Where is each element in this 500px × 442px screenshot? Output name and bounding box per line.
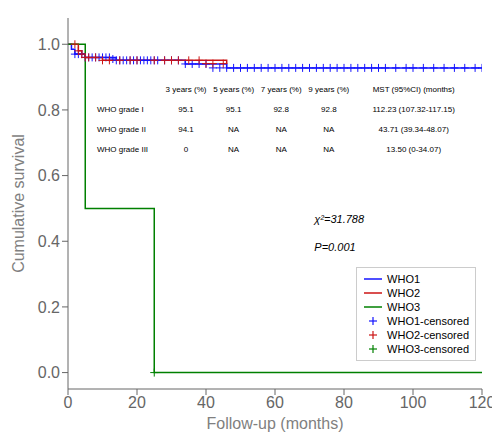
html-text:43.71 (39.34-48.07): 43.71 (39.34-48.07)	[378, 124, 449, 134]
html-text:NA: NA	[323, 124, 335, 134]
html-text:7 years (%): 7 years (%)	[260, 84, 302, 94]
html-text:3 years (%): 3 years (%)	[165, 84, 207, 94]
html-text:WHO grade III: WHO grade III	[97, 144, 149, 154]
html-text:0: 0	[183, 144, 189, 154]
html-text:13.50 (0-34.07): 13.50 (0-34.07)	[386, 144, 441, 154]
svg-text:60: 60	[266, 394, 284, 411]
html-text:WHO1-censored: WHO1-censored	[387, 315, 469, 328]
html-text:MST (95%CI) (months): MST (95%CI) (months)	[372, 84, 455, 94]
svg-text:1.0: 1.0	[38, 36, 60, 53]
html-text:WHO2-censored: WHO2-censored	[387, 329, 469, 342]
html-text:P=0.001: P=0.001	[314, 240, 356, 253]
svg-text:0.4: 0.4	[38, 233, 60, 250]
svg-text:0.2: 0.2	[38, 299, 60, 316]
svg-text:40: 40	[197, 394, 215, 411]
html-text:92.8: 92.8	[321, 104, 337, 114]
html-text:92.8: 92.8	[273, 104, 289, 114]
html-text:WHO3-censored: WHO3-censored	[387, 343, 469, 356]
svg-text:0.6: 0.6	[38, 167, 60, 184]
html-text:WHO grade I: WHO grade I	[97, 104, 144, 114]
svg-text:80: 80	[335, 394, 353, 411]
html-text:9 years (%): 9 years (%)	[308, 84, 350, 94]
html-text:112.23 (107.32-117.15): 112.23 (107.32-117.15)	[372, 104, 455, 114]
svg-text:0.0: 0.0	[38, 364, 60, 381]
html-text:WHO2: WHO2	[387, 287, 421, 300]
svg-text:Cumulative survival: Cumulative survival	[10, 134, 27, 273]
html-text:94.1: 94.1	[178, 124, 194, 134]
svg-text:Follow-up (months): Follow-up (months)	[207, 415, 344, 432]
html-text:5 years (%): 5 years (%)	[213, 84, 254, 94]
html-text:NA: NA	[275, 124, 287, 134]
svg-text:0.8: 0.8	[38, 102, 60, 119]
html-text:χ²=31.788: χ²=31.788	[314, 212, 365, 225]
html-text:95.1: 95.1	[225, 104, 242, 114]
html-text:WHO3: WHO3	[387, 301, 421, 314]
svg-text:0: 0	[64, 394, 73, 411]
html-text:WHO1: WHO1	[387, 273, 421, 286]
html-text:NA: NA	[228, 124, 240, 134]
svg-text:100: 100	[400, 394, 427, 411]
html-text:NA: NA	[323, 144, 335, 154]
html-text:NA: NA	[275, 144, 287, 154]
svg-text:120: 120	[469, 394, 492, 411]
html-text:95.1: 95.1	[178, 104, 194, 114]
html-text:NA: NA	[228, 144, 240, 154]
html-text:WHO grade II: WHO grade II	[97, 124, 146, 134]
svg-text:20: 20	[128, 394, 146, 411]
